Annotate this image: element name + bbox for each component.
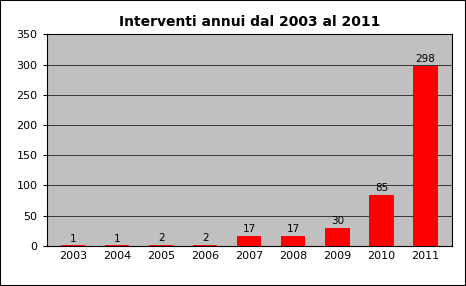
Bar [193, 245, 217, 246]
Text: 1: 1 [70, 234, 76, 244]
Bar [325, 228, 350, 246]
Bar [413, 66, 438, 246]
Title: Interventi annui dal 2003 al 2011: Interventi annui dal 2003 al 2011 [119, 15, 380, 29]
Text: 30: 30 [331, 216, 344, 226]
Text: 1: 1 [114, 234, 120, 244]
Bar [370, 194, 394, 246]
Bar [149, 245, 173, 246]
Text: 2: 2 [158, 233, 164, 243]
Text: 85: 85 [375, 183, 388, 193]
Bar [105, 245, 129, 246]
Bar [281, 236, 306, 246]
Text: 298: 298 [416, 54, 436, 64]
Text: 2: 2 [202, 233, 209, 243]
Text: 17: 17 [287, 224, 300, 234]
Bar [61, 245, 85, 246]
Bar [237, 236, 261, 246]
Text: 17: 17 [243, 224, 256, 234]
